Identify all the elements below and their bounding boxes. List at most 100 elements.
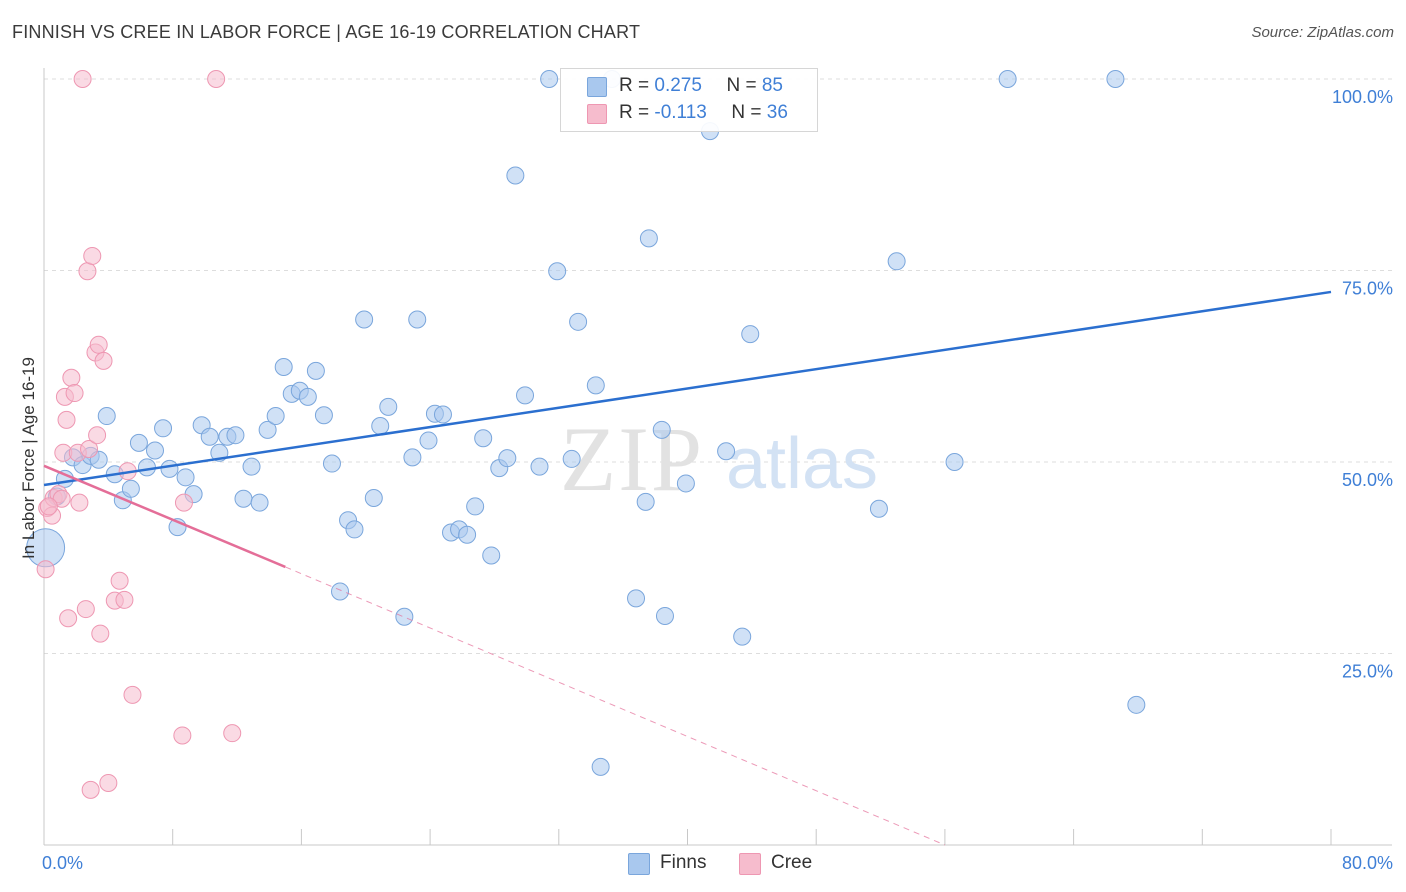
finns-point <box>1127 695 1146 714</box>
finns-point <box>540 70 559 88</box>
finns-point <box>676 474 695 493</box>
finns-point <box>530 457 549 476</box>
x-tick-label: 80.0% <box>1342 853 1393 873</box>
finns-point <box>200 427 219 446</box>
finns-point <box>176 468 195 487</box>
cree-point <box>76 600 95 619</box>
cree-point <box>73 70 92 88</box>
finns-point <box>458 525 477 544</box>
cree-point <box>83 246 102 265</box>
finns-point <box>129 433 148 452</box>
cree-swatch <box>587 104 607 124</box>
finns-point <box>322 454 341 473</box>
finns-point <box>741 325 760 344</box>
cree-point <box>110 571 129 590</box>
finns-point <box>639 229 658 248</box>
cree-point <box>115 590 134 609</box>
finns-point <box>998 70 1017 88</box>
finns-point <box>627 589 646 608</box>
finns-point <box>266 407 285 426</box>
cree-point <box>89 335 108 354</box>
finns-point <box>226 426 245 445</box>
finns-point <box>506 166 525 185</box>
legend-finns-swatch <box>628 853 650 875</box>
cree-point <box>65 384 84 403</box>
finns-point <box>364 489 383 508</box>
finns-point <box>160 459 179 478</box>
y-axis-label: In Labor Force | Age 16-19 <box>19 357 38 559</box>
grid-layer <box>44 78 1392 654</box>
watermark-atlas: atlas <box>726 424 878 504</box>
finns-point <box>242 457 261 476</box>
finns-point <box>274 358 293 377</box>
finns-point <box>146 441 165 460</box>
y-tick-label: 75.0% <box>1342 279 1393 299</box>
finns-point <box>314 406 333 425</box>
finns-point <box>121 479 140 498</box>
cree-n-label: N = <box>731 102 767 123</box>
finns-point <box>466 497 485 516</box>
cree-point <box>91 624 110 643</box>
finns-n-label: N = <box>726 75 762 96</box>
legend-cree-swatch <box>739 853 761 875</box>
finns-point <box>945 453 964 471</box>
cree-point <box>99 773 118 792</box>
finns-point <box>298 387 317 406</box>
finns-point <box>887 252 906 271</box>
legend-cree-label: Cree <box>771 852 813 873</box>
finns-point <box>733 627 752 646</box>
finns-point <box>562 449 581 468</box>
finns-point <box>433 405 452 424</box>
cree-point <box>223 724 242 743</box>
finns-point <box>498 449 517 468</box>
finns-r-label: R = <box>619 75 655 96</box>
x-tick-label: 0.0% <box>42 853 83 873</box>
finns-swatch <box>587 77 607 97</box>
cree-point <box>80 439 99 458</box>
finns-point <box>258 420 277 439</box>
cree-point <box>173 726 192 745</box>
finns-point <box>482 546 501 565</box>
finns-point <box>355 310 374 329</box>
cree-point <box>94 351 113 370</box>
finns-n-value: 85 <box>761 75 783 96</box>
cree-r-label: R = <box>619 102 655 123</box>
cree-point <box>39 497 58 516</box>
cree-point <box>174 493 193 512</box>
finns-point <box>306 361 325 380</box>
cree-point <box>62 368 81 387</box>
finns-point <box>154 419 173 438</box>
legend-finns-text: R = 0.275 N = 85 <box>619 75 783 97</box>
finns-point <box>345 520 364 539</box>
finns-point <box>250 493 269 512</box>
finns-point <box>869 499 888 518</box>
points-layer <box>26 70 1146 799</box>
source-credit: Source: ZipAtlas.com <box>1251 24 1394 41</box>
finns-point <box>655 606 674 625</box>
trend-layer <box>43 290 1332 846</box>
cree-point <box>123 685 142 704</box>
labels-layer: In Labor Force | Age 16-19 25.0% 50.0% 75.… <box>19 87 1393 873</box>
finns-point <box>717 442 736 461</box>
finns-point <box>403 448 422 467</box>
finns-point <box>586 376 605 395</box>
cree-point <box>57 410 76 429</box>
cree-n-value: 36 <box>766 102 788 123</box>
finns-point <box>548 262 567 281</box>
finns-point <box>234 489 253 508</box>
cree-trend-line <box>43 464 286 569</box>
cree-r-value: -0.113 <box>654 102 707 123</box>
finns-r-value: 0.275 <box>654 75 702 96</box>
cree-point <box>36 560 55 579</box>
finns-point <box>419 431 438 450</box>
finns-point <box>371 416 390 435</box>
y-tick-label: 25.0% <box>1342 662 1393 682</box>
finns-point <box>97 407 116 426</box>
finns-point <box>474 429 493 448</box>
finns-point <box>395 607 414 626</box>
watermark: ZIP atlas <box>560 408 878 510</box>
y-tick-label: 50.0% <box>1342 470 1393 490</box>
y-tick-label: 100.0% <box>1332 87 1393 107</box>
finns-point <box>516 386 535 405</box>
